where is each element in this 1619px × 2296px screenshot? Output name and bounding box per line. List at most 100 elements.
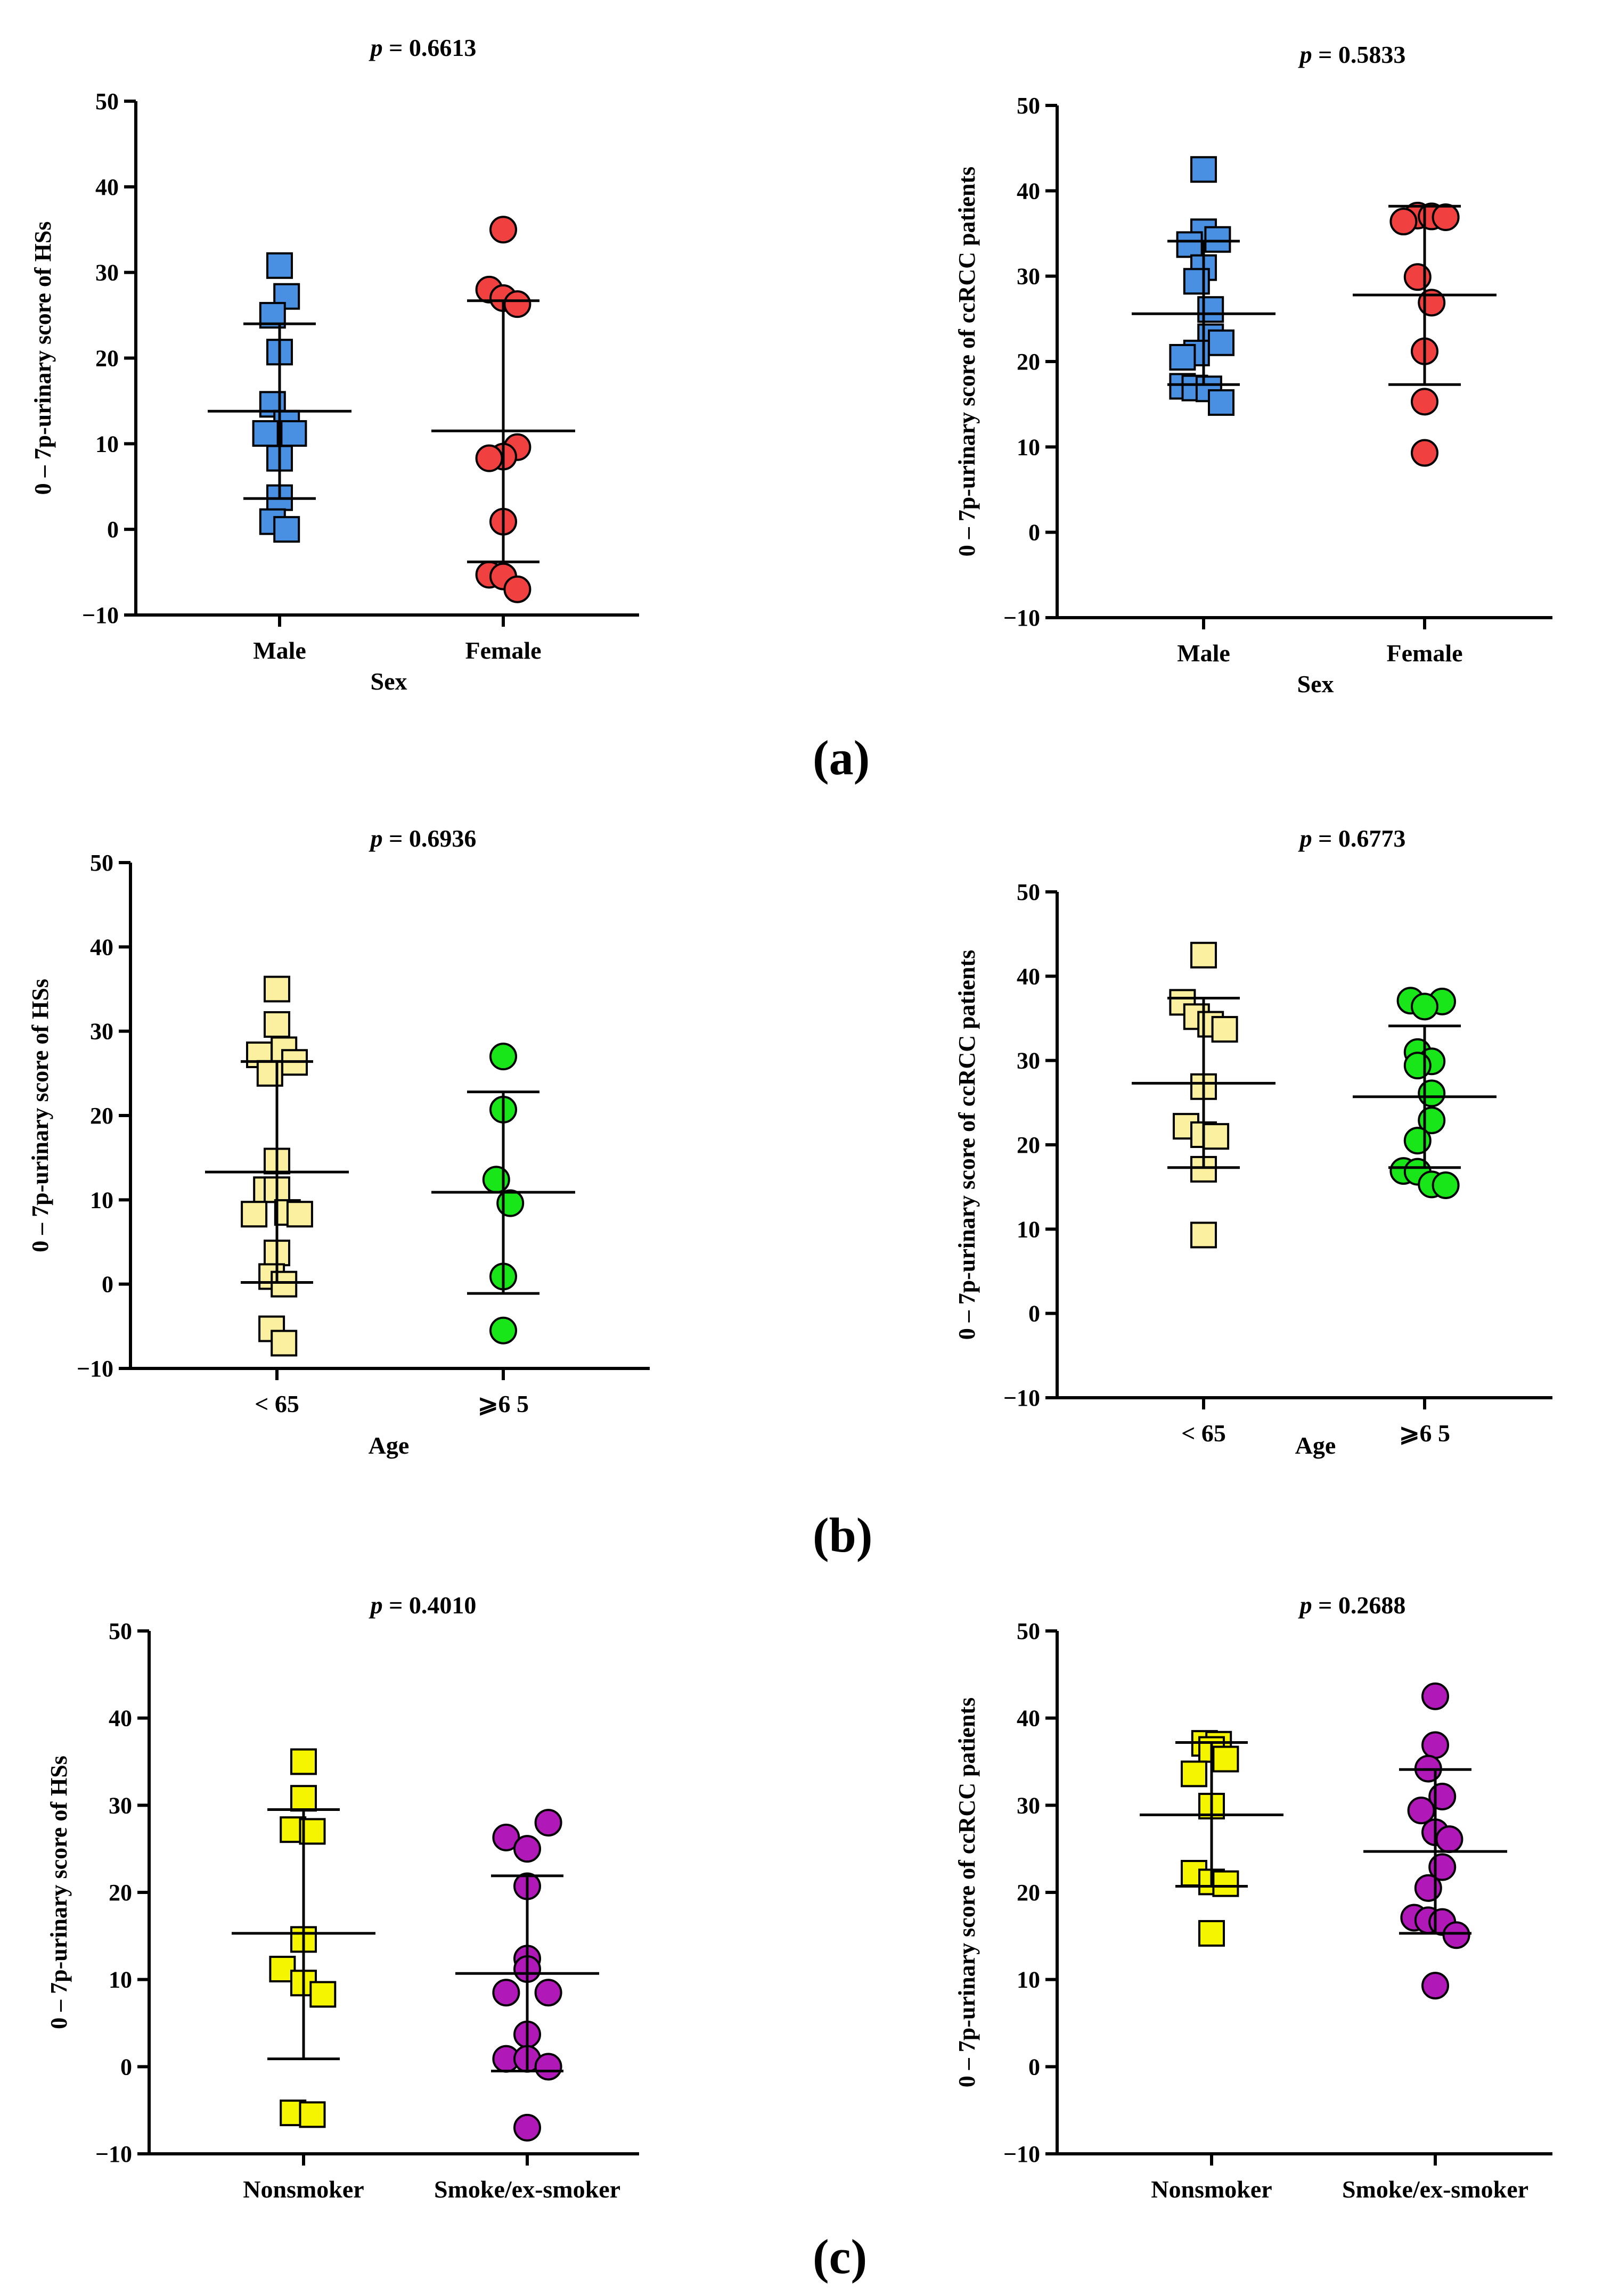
panel-label-a: (a)	[813, 731, 870, 785]
panel-label-c: (c)	[813, 2229, 868, 2284]
y-axis-title: 0 – 7p-urinary score of HSs	[46, 1756, 72, 2029]
y-tick-label: −10	[1003, 605, 1040, 631]
y-tick-label: 40	[1017, 963, 1040, 989]
x-axis-title: Sex	[371, 668, 407, 695]
data-point-square	[1190, 941, 1217, 969]
x-axis-title: Sex	[1297, 670, 1334, 698]
chart-title: p = 0.2688	[1298, 1592, 1406, 1619]
chart-b-right: −10 0 10 20 30 40 50 < 65 ⩾6 5 Age 0 – 7p-urinary …	[954, 825, 1552, 1459]
data-point-square	[1211, 1016, 1238, 1043]
y-tick-label: 40	[1017, 1705, 1040, 1732]
y-tick-label: 10	[1017, 1216, 1040, 1242]
data-point-square	[290, 1748, 317, 1775]
data-point-circle	[489, 1316, 517, 1344]
chart-c-left: −10 0 10 20 30 40 50 Nonsmoker Smoke/ex-smoker 0 …	[46, 1592, 639, 2203]
data-point-circle	[1411, 439, 1438, 467]
data-point-circle	[513, 1835, 541, 1863]
y-tick-label: 30	[90, 1019, 113, 1045]
y-tick-label: −10	[77, 1356, 113, 1382]
data-point-square	[1190, 1221, 1217, 1249]
panel-label-b: (b)	[813, 1508, 873, 1562]
y-tick-label: 10	[90, 1187, 113, 1213]
y-tick-label: −10	[1003, 2141, 1040, 2167]
y-axis-title: 0 – 7p-urinary score of ccRCC patients	[954, 167, 980, 556]
data-point-circle	[503, 575, 532, 603]
data-point-square	[1181, 1760, 1207, 1787]
y-tick-label: 0	[1028, 2054, 1040, 2080]
y-tick-label: −10	[82, 602, 119, 628]
x-tick-label: Smoke/ex-smoker	[1342, 2176, 1528, 2203]
y-tick-label: 30	[109, 1792, 132, 1818]
x-tick-label: ⩾6 5	[478, 1390, 529, 1417]
x-tick-label: Female	[1386, 639, 1462, 667]
chart-title: p = 0.6773	[1298, 825, 1406, 852]
data-point-square	[1203, 1123, 1230, 1150]
data-point-circle	[1432, 1171, 1460, 1199]
data-point-square	[1169, 343, 1196, 371]
data-point-circle	[1435, 1825, 1463, 1854]
y-tick-label: 10	[109, 1967, 132, 1993]
chart-title: p = 0.4010	[369, 1592, 477, 1619]
data-point-square	[309, 1981, 337, 2008]
x-tick-label: < 65	[255, 1390, 299, 1417]
data-point-circle	[534, 1809, 562, 1837]
data-point-square	[1183, 268, 1210, 295]
y-tick-label: 50	[95, 88, 119, 114]
data-point-square	[1212, 1745, 1239, 1773]
data-point-square	[264, 975, 290, 1003]
y-tick-label: 20	[109, 1880, 132, 1906]
chart-a-right: −10 0 10 20 30 40 50 Male Female Sex 0 – 7p-urinar…	[954, 41, 1552, 698]
data-point-circle	[482, 1166, 510, 1194]
y-tick-label: 50	[1017, 879, 1040, 905]
data-point-circle	[1403, 1127, 1432, 1155]
y-tick-label: 20	[1017, 1880, 1040, 1906]
x-tick-label: Female	[465, 637, 541, 664]
y-tick-label: 0	[107, 516, 119, 543]
data-point-circle	[1442, 1921, 1470, 1949]
y-tick-label: 40	[95, 174, 119, 200]
data-point-circle	[1403, 263, 1432, 291]
data-point-circle	[492, 1823, 520, 1851]
data-point-circle	[1432, 203, 1460, 232]
x-tick-label: Nonsmoker	[243, 2176, 364, 2203]
y-tick-label: −10	[95, 2141, 132, 2167]
data-point-circle	[496, 1189, 525, 1217]
data-point-circle	[1418, 1079, 1446, 1108]
data-point-square	[271, 1330, 298, 1357]
y-axis-title: 0 – 7p-urinary score of ccRCC patients	[954, 950, 980, 1340]
x-tick-label: Male	[253, 637, 306, 664]
y-tick-label: 40	[1017, 178, 1040, 204]
data-point-square	[1212, 1870, 1239, 1897]
chart-a-left: −10 0 10 20 30 40 50 Male Female Sex 0 – 7p-urinar…	[30, 34, 639, 695]
y-tick-label: 40	[109, 1705, 132, 1732]
y-tick-label: 10	[1017, 1967, 1040, 1993]
data-point-circle	[1414, 1874, 1442, 1902]
x-tick-label: Nonsmoker	[1151, 2176, 1272, 2203]
chart-title: p = 0.6936	[369, 825, 477, 852]
data-point-circle	[513, 2113, 541, 2142]
data-point-circle	[1411, 388, 1438, 416]
y-tick-label: 0	[1028, 1301, 1040, 1327]
data-point-circle	[475, 444, 503, 472]
x-tick-label: < 65	[1181, 1420, 1226, 1447]
data-point-circle	[503, 290, 532, 318]
data-point-square	[1197, 296, 1224, 323]
data-point-square	[1176, 231, 1203, 258]
data-point-circle	[1421, 1972, 1449, 2000]
data-point-square	[252, 420, 279, 447]
y-tick-label: 20	[1017, 349, 1040, 375]
data-point-square	[273, 516, 300, 543]
data-point-square	[241, 1201, 268, 1228]
chart-c-right: −10 0 10 20 30 40 50 Nonsmoker Smoke/ex-smoker 0 …	[954, 1592, 1552, 2203]
x-tick-label: Male	[1177, 639, 1230, 667]
data-point-circle	[489, 1043, 517, 1071]
data-point-square	[1208, 329, 1234, 356]
chart-title: p = 0.6613	[369, 34, 477, 61]
y-tick-label: 10	[95, 431, 119, 457]
y-axis-title: 0 – 7p-urinary score of HSs	[27, 979, 53, 1252]
data-point-square	[1208, 389, 1234, 416]
data-point-square	[1190, 156, 1217, 183]
data-point-circle	[534, 1979, 562, 2007]
data-point-circle	[1421, 1731, 1449, 1759]
